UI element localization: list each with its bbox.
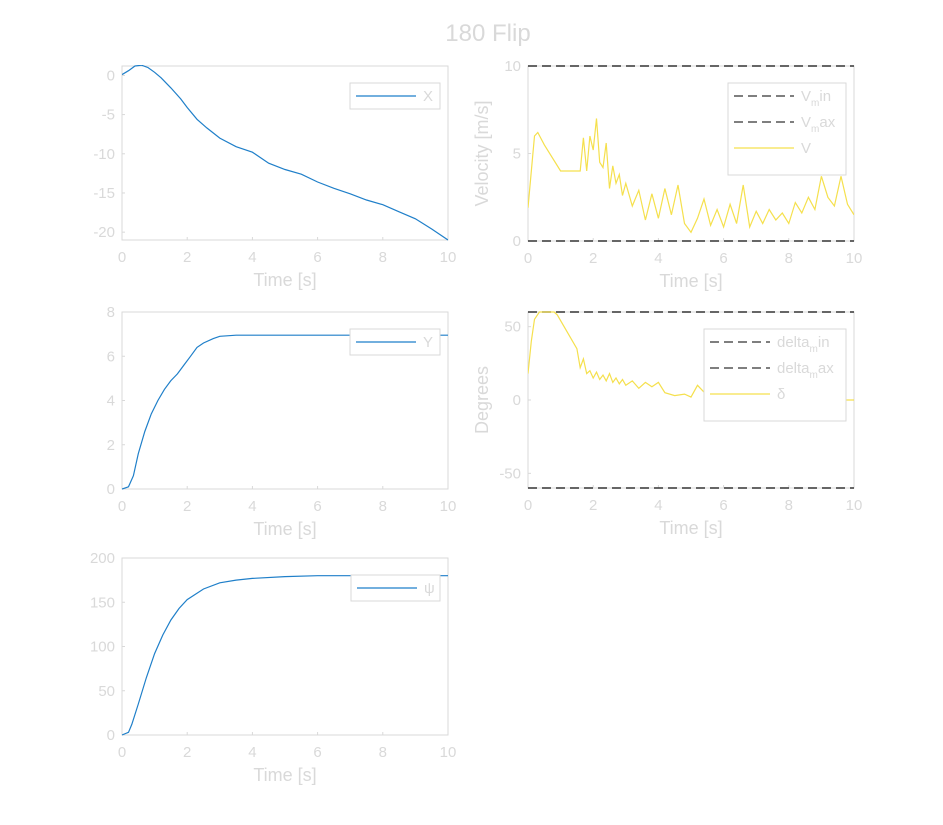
y-tick-label: 150 (90, 594, 115, 611)
y-tick-label: 6 (107, 348, 115, 365)
x-tick-label: 10 (440, 249, 457, 266)
x-tick-label: 6 (719, 250, 727, 267)
legend-box (703, 328, 847, 422)
x-axis-label: Time [s] (253, 270, 316, 290)
series-line-y (122, 334, 448, 490)
legend-label: X (423, 88, 433, 105)
y-tick-label: 4 (107, 393, 115, 410)
x-tick-label: 2 (183, 249, 191, 266)
x-tick-label: 4 (248, 498, 256, 515)
y-axis-label: Velocity [m/s] (472, 100, 492, 206)
x-tick-label: 2 (183, 744, 191, 761)
plot-frame (121, 65, 449, 241)
legend-label: Y (423, 334, 433, 351)
chart-x: 0 2 4 6 8 10 0 -5 -10 -15 -20 Time [s] X (93, 65, 456, 290)
legend: ψ (350, 574, 441, 602)
legend: Y (349, 328, 441, 356)
y-tick-label: 0 (107, 67, 115, 84)
legend-label: Vmax (801, 114, 836, 135)
x-tick-label: 6 (313, 498, 321, 515)
y-tick-label: -10 (93, 146, 115, 163)
legend: Vmin Vmax V (727, 82, 847, 176)
legend-label: Vmin (801, 88, 831, 109)
y-tick-label: 200 (90, 550, 115, 567)
x-tick-label: 0 (524, 250, 532, 267)
y-tick-label: 0 (107, 481, 115, 498)
legend: X (349, 82, 441, 110)
x-tick-label: 0 (118, 744, 126, 761)
y-tick-label: 50 (98, 683, 115, 700)
x-tick-label: 10 (440, 744, 457, 761)
x-tick-label: 10 (440, 498, 457, 515)
series-line-- (122, 575, 448, 736)
x-tick-label: 6 (313, 744, 321, 761)
legend-label: deltamax (777, 360, 834, 381)
x-axis-label: Time [s] (253, 765, 316, 785)
y-tick-label: -50 (499, 465, 521, 482)
y-tick-label: -15 (93, 185, 115, 202)
x-tick-label: 4 (248, 744, 256, 761)
y-axis-label: Degrees (472, 366, 492, 434)
x-tick-label: 0 (118, 249, 126, 266)
y-tick-label: 0 (107, 727, 115, 744)
y-tick-label: 0 (513, 233, 521, 250)
y-tick-label: -20 (93, 224, 115, 241)
y-tick-label: 100 (90, 639, 115, 656)
x-tick-label: 8 (379, 498, 387, 515)
x-tick-label: 4 (654, 497, 662, 514)
y-tick-label: 8 (107, 304, 115, 321)
x-tick-label: 6 (719, 497, 727, 514)
figure-title: 180 Flip (445, 20, 530, 47)
x-tick-label: 2 (183, 498, 191, 515)
x-tick-label: 8 (785, 250, 793, 267)
y-tick-label: 5 (513, 146, 521, 163)
y-tick-label: -5 (102, 107, 115, 124)
x-tick-label: 0 (524, 497, 532, 514)
chart-velocity: 0 2 4 6 8 10 0 5 10 Time [s] Velocity [m/s] Vmin Vma… (472, 58, 862, 291)
y-tick-label: 10 (504, 58, 521, 75)
x-axis-label: Time [s] (253, 519, 316, 539)
x-tick-label: 10 (846, 497, 863, 514)
legend-label: δ (777, 386, 785, 403)
y-tick-label: 0 (513, 392, 521, 409)
series-line-x (122, 65, 448, 241)
legend-label: ψ (424, 580, 435, 597)
y-tick-label: 50 (504, 319, 521, 336)
x-tick-label: 2 (589, 497, 597, 514)
x-tick-label: 6 (313, 249, 321, 266)
x-tick-label: 4 (248, 249, 256, 266)
series-line-- (528, 311, 854, 401)
x-axis-label: Time [s] (659, 518, 722, 538)
x-tick-label: 8 (379, 744, 387, 761)
x-tick-label: 2 (589, 250, 597, 267)
series-line-v (528, 118, 854, 234)
x-tick-label: 8 (379, 249, 387, 266)
legend-box (727, 82, 847, 176)
x-tick-label: 0 (118, 498, 126, 515)
x-tick-label: 10 (846, 250, 863, 267)
legend-label: V (801, 140, 811, 157)
x-tick-label: 4 (654, 250, 662, 267)
chart-y: 0 2 4 6 8 10 0 2 4 6 8 Time [s] Y (107, 304, 457, 539)
x-tick-label: 8 (785, 497, 793, 514)
y-tick-label: 2 (107, 437, 115, 454)
x-axis-label: Time [s] (659, 271, 722, 291)
